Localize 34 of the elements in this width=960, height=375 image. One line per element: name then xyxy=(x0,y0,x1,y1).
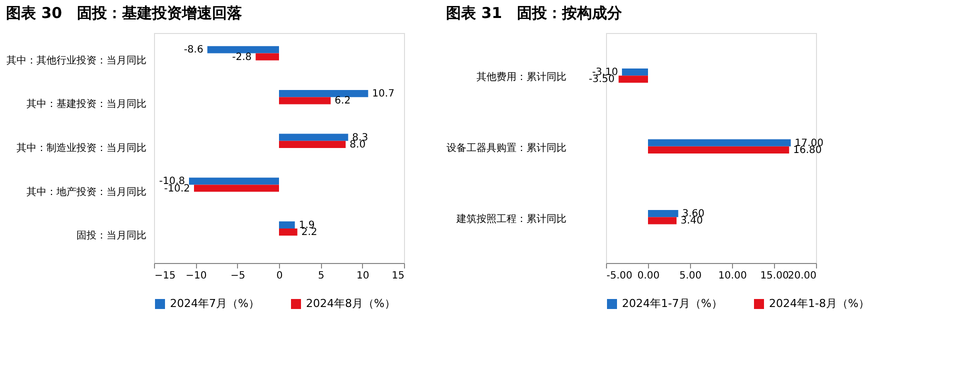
x-tick-label: 10.00 xyxy=(718,270,747,282)
legend-label: 2024年7月（%） xyxy=(170,297,260,310)
y-tick-label: 其中：基建投资：当月同比 xyxy=(26,98,146,110)
x-tick-label: 5 xyxy=(318,270,324,282)
data-label: 3.40 xyxy=(680,216,703,227)
x-tick-label: 0.00 xyxy=(637,270,660,282)
data-label: 6.2 xyxy=(334,96,351,107)
legend-label: 2024年8月（%） xyxy=(306,297,396,310)
data-label: -3.50 xyxy=(588,74,615,86)
y-tick-label: 其他费用：累计同比 xyxy=(476,71,566,84)
x-tick-label: −5 xyxy=(230,270,246,282)
x-tick-label: −15 xyxy=(154,270,176,282)
x-tick-label: 0 xyxy=(276,270,283,282)
y-tick-label: 其中：地产投资：当月同比 xyxy=(26,186,146,198)
y-tick-label: 建筑按照工程：累计同比 xyxy=(456,212,566,225)
data-label: 10.7 xyxy=(372,88,394,100)
data-label: 2.2 xyxy=(301,227,318,238)
x-tick-label: -5.00 xyxy=(606,270,632,282)
x-tick-label: 15.00 xyxy=(760,270,789,282)
legend-label: 2024年1-7月（%） xyxy=(622,297,722,310)
data-label: -8.6 xyxy=(184,44,204,56)
x-tick-label: 5.00 xyxy=(679,270,702,282)
x-tick-label: −10 xyxy=(186,270,207,282)
legend-label: 2024年1-8月（%） xyxy=(769,297,870,310)
x-tick-label: 10 xyxy=(356,270,370,282)
y-tick-label: 其中：其他行业投资：当月同比 xyxy=(6,54,146,66)
x-tick-label: 20.00 xyxy=(788,270,816,282)
chart-title: 图表 30 固投：基建投资增速回落 xyxy=(6,4,244,22)
chart-title: 图表 31 固投：按构成分 xyxy=(446,4,624,22)
y-tick-label: 其中：制造业投资：当月同比 xyxy=(16,142,146,154)
y-tick-label: 固投：当月同比 xyxy=(76,230,146,242)
data-label: -2.8 xyxy=(232,52,252,63)
x-tick-label: 15 xyxy=(392,270,404,282)
y-tick-label: 设备工器具购置：累计同比 xyxy=(446,142,566,154)
